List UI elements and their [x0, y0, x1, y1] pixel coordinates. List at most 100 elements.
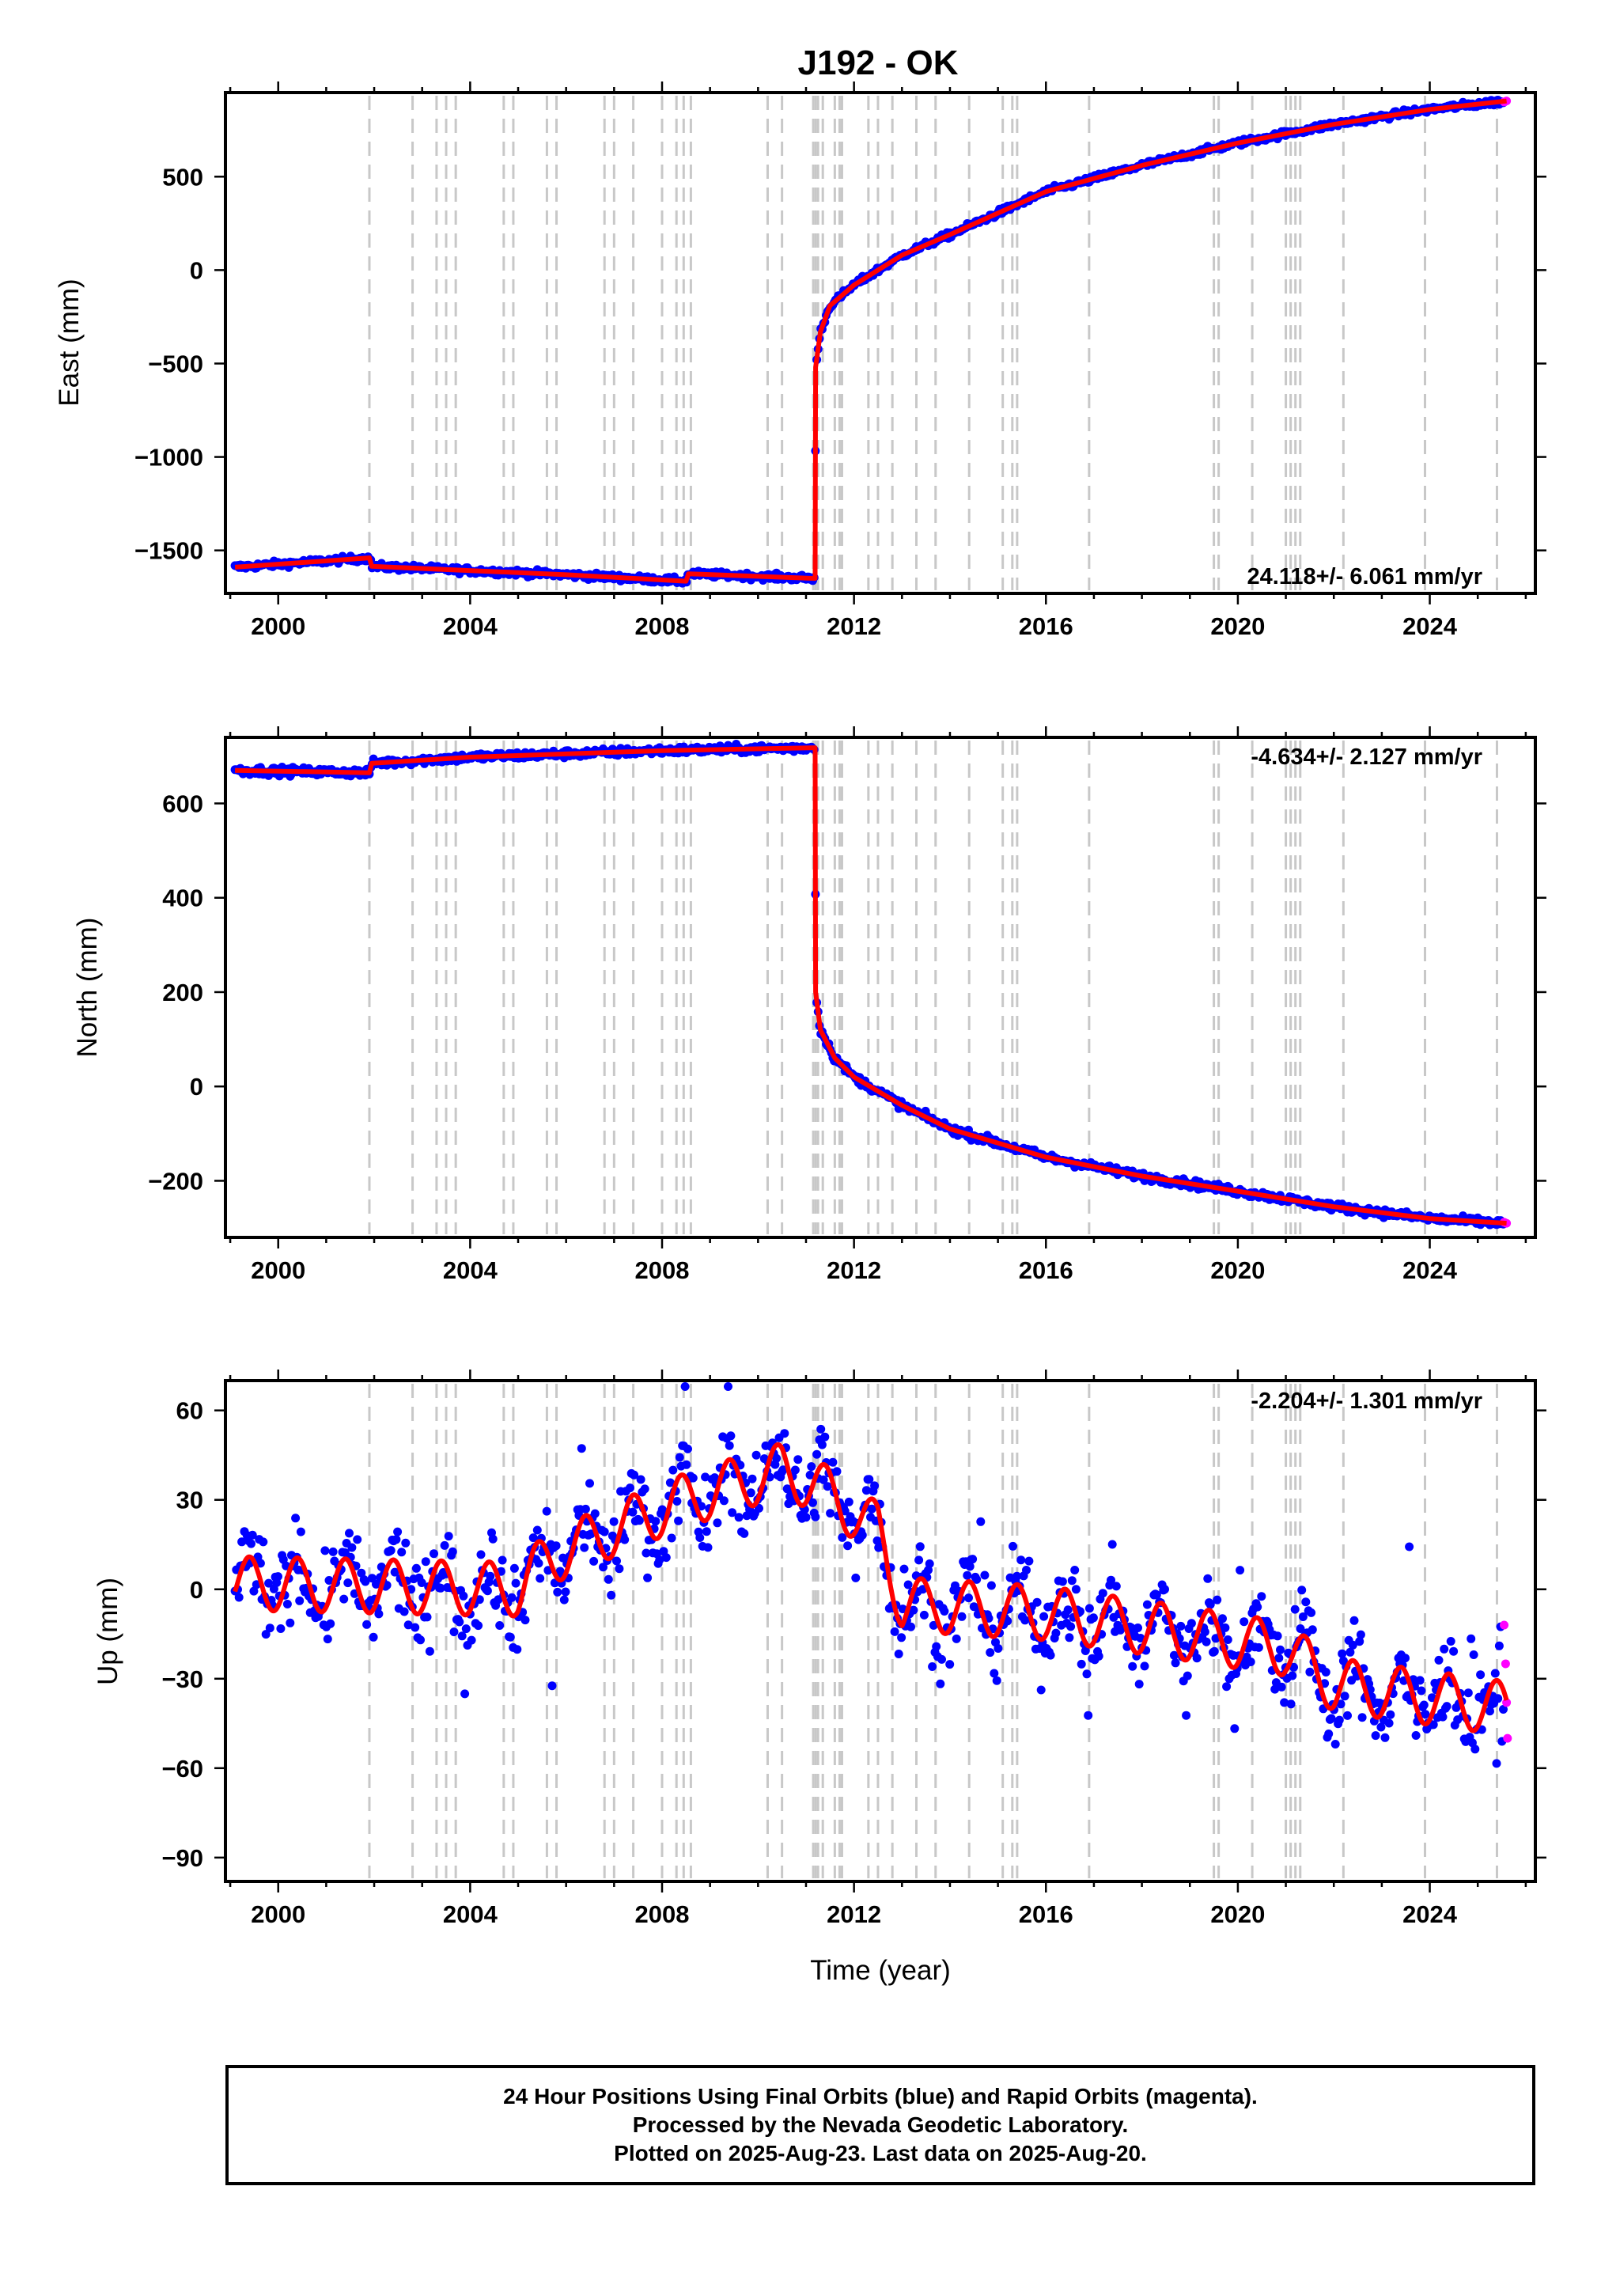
up-data-point: [620, 1535, 630, 1544]
up-data-point: [1192, 1654, 1202, 1663]
east-ytick-label: −500: [148, 350, 203, 377]
up-data-point: [511, 1578, 520, 1588]
up-data-point: [1296, 1624, 1305, 1633]
up-rate-label: -2.204+/- 1.301 mm/yr: [1251, 1389, 1482, 1414]
up-data-point: [899, 1564, 909, 1574]
up-data-point: [626, 1483, 634, 1493]
up-data-point: [422, 1612, 432, 1622]
north-rate-label: -4.634+/- 2.127 mm/yr: [1251, 744, 1482, 770]
up-data-point: [249, 1586, 259, 1596]
up-data-point: [819, 1475, 828, 1484]
up-observations: [230, 1382, 1512, 1768]
up-data-point: [1346, 1647, 1355, 1657]
up-data-point: [928, 1662, 937, 1671]
up-data-point: [1257, 1592, 1266, 1601]
up-data-point: [936, 1679, 945, 1688]
up-data-point: [755, 1503, 763, 1513]
up-data-point: [1065, 1633, 1074, 1642]
up-panel: 2000 2004 2008 2012 2016 2020 2024 −90 −60 −30 0 30…: [93, 1370, 1546, 1986]
up-data-point: [1276, 1645, 1285, 1654]
up-data-point: [577, 1444, 586, 1453]
up-data-point: [347, 1543, 357, 1552]
up-data-point: [793, 1455, 803, 1464]
north-ylabel: North (mm): [72, 918, 103, 1058]
up-data-point: [1230, 1724, 1240, 1733]
up-data-point: [1058, 1577, 1067, 1586]
up-data-point: [536, 1574, 545, 1583]
up-ytick-label: 60: [176, 1397, 203, 1425]
up-rapid-point: [1503, 1733, 1512, 1743]
up-data-point: [440, 1540, 449, 1550]
up-data-point: [667, 1533, 676, 1543]
up-rapid-point: [1501, 1659, 1510, 1669]
up-data-point: [1067, 1576, 1077, 1586]
up-data-point: [1490, 1669, 1500, 1678]
up-data-point: [1336, 1699, 1346, 1709]
up-data-point: [826, 1509, 835, 1518]
up-data-point: [362, 1620, 372, 1629]
up-data-point: [1203, 1574, 1213, 1583]
up-data-point: [457, 1631, 467, 1641]
up-data-point: [894, 1650, 903, 1658]
up-data-point: [1081, 1646, 1090, 1655]
up-data-point: [430, 1549, 438, 1559]
up-data-point: [994, 1644, 1003, 1653]
up-xtick-label: 2000: [251, 1900, 305, 1928]
up-data-point: [838, 1533, 847, 1542]
up-data-point: [1182, 1711, 1191, 1720]
up-data-point: [1401, 1654, 1410, 1663]
up-xlabel: Time (year): [810, 1955, 951, 1986]
up-data-point: [295, 1596, 305, 1605]
up-data-point: [1494, 1641, 1504, 1650]
chart-title: J192 - OK: [798, 44, 959, 82]
up-data-point: [1134, 1680, 1144, 1689]
up-data-point: [323, 1635, 332, 1644]
up-data-point: [357, 1568, 366, 1578]
up-data-point: [590, 1509, 600, 1518]
up-data-point: [672, 1497, 682, 1506]
up-data-point: [1405, 1542, 1414, 1552]
up-data-point: [1236, 1566, 1245, 1575]
east-ylabel: East (mm): [54, 278, 85, 406]
east-model-line: [234, 98, 1507, 584]
up-data-point: [890, 1627, 899, 1636]
up-data-point: [291, 1514, 301, 1523]
up-data-point: [1290, 1605, 1300, 1614]
up-data-point: [1280, 1698, 1289, 1707]
up-data-point: [374, 1609, 384, 1619]
up-data-point: [553, 1587, 562, 1597]
up-data-point: [1016, 1555, 1026, 1565]
up-data-point: [369, 1632, 378, 1642]
up-data-point: [259, 1537, 268, 1547]
up-data-point: [816, 1424, 826, 1434]
east-model-layer: [230, 96, 1512, 588]
up-data-point: [728, 1508, 737, 1517]
north-model-layer: [230, 740, 1512, 1229]
up-data-point: [326, 1619, 335, 1628]
north-model-line: [235, 745, 1507, 1226]
up-data-point: [1240, 1617, 1249, 1627]
up-data-point: [265, 1623, 274, 1633]
up-data-point: [247, 1539, 255, 1548]
north-event-lines: [368, 741, 1498, 1234]
up-data-point: [237, 1537, 247, 1547]
up-data-point: [475, 1595, 484, 1605]
up-data-point: [1187, 1619, 1196, 1628]
up-data-point: [1213, 1595, 1222, 1605]
east-plot-frame: [224, 91, 1537, 595]
up-data-point: [748, 1474, 757, 1483]
up-data-point: [817, 1440, 827, 1449]
up-data-point: [1440, 1644, 1449, 1654]
up-data-point: [604, 1574, 613, 1584]
up-data-point: [1301, 1597, 1311, 1607]
up-xtick-label: 2004: [443, 1900, 498, 1928]
up-data-point: [1476, 1670, 1486, 1680]
up-data-point: [1274, 1654, 1284, 1663]
up-data-point: [1183, 1671, 1192, 1680]
up-data-point: [909, 1605, 918, 1615]
up-data-point: [1246, 1658, 1255, 1666]
up-data-point: [1492, 1759, 1501, 1768]
up-data-point: [1036, 1685, 1046, 1695]
up-data-point: [353, 1535, 362, 1544]
up-data-point: [1417, 1686, 1426, 1695]
